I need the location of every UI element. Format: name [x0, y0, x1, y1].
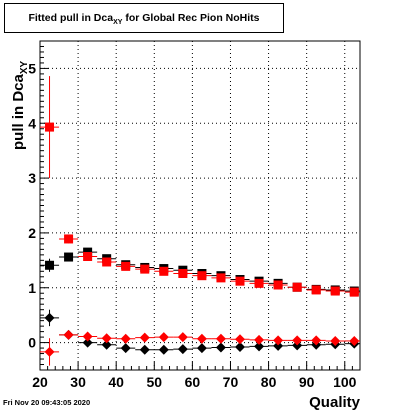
- data-point-diamond: [235, 341, 245, 352]
- data-point-square: [159, 266, 169, 276]
- x-tick-label: 70: [223, 374, 239, 390]
- title-subscript: XY: [113, 19, 123, 27]
- data-point-square: [216, 273, 226, 283]
- data-point-square: [235, 276, 245, 286]
- data-point-square: [121, 261, 131, 271]
- title-main: Fitted pull in Dca: [28, 12, 114, 24]
- data-point-diamond: [44, 346, 55, 357]
- grid-layer: [39, 41, 360, 370]
- data-point-square: [311, 285, 321, 295]
- data-point-diamond: [292, 335, 303, 346]
- timestamp: Fri Nov 20 09:43:05 2020: [3, 398, 91, 407]
- x-tick-label: 60: [185, 374, 201, 390]
- data-point-square: [273, 280, 283, 290]
- x-tick-label: 30: [70, 374, 86, 390]
- data-point-diamond: [44, 312, 55, 323]
- data-point-diamond: [63, 329, 74, 340]
- chart-title: Fitted pull in DcaXY for Global Rec Pion…: [5, 12, 283, 26]
- data-point-diamond: [139, 332, 150, 343]
- data-point-diamond: [120, 333, 131, 344]
- data-point-diamond: [196, 343, 207, 354]
- series-4: [40, 329, 360, 366]
- data-point-diamond: [101, 339, 112, 350]
- data-point-diamond: [196, 333, 207, 344]
- y-tick-label: 2: [28, 225, 36, 241]
- title-box: Fitted pull in DcaXY for Global Rec Pion…: [4, 3, 284, 33]
- data-point-diamond: [215, 333, 226, 344]
- x-tick-label: 50: [146, 374, 162, 390]
- data-point-square: [102, 257, 112, 267]
- data-point-square: [330, 286, 340, 296]
- y-tick-label: 5: [28, 60, 36, 76]
- data-point-square: [45, 260, 55, 270]
- data-point-diamond: [273, 335, 284, 346]
- data-point-square: [140, 264, 150, 274]
- y-axis-label-subscript: XY: [19, 60, 30, 75]
- data-point-square: [45, 122, 55, 132]
- data-point-diamond: [82, 331, 93, 342]
- x-tick-label: 90: [299, 374, 315, 390]
- data-point-square: [64, 252, 74, 262]
- data-point-diamond: [139, 344, 150, 355]
- data-point-square: [254, 278, 264, 288]
- data-point-square: [64, 234, 74, 244]
- plot-frame: [39, 40, 361, 371]
- x-tick-label: 80: [261, 374, 277, 390]
- y-axis-label: pull in DcaXY: [10, 61, 30, 150]
- data-layer: [40, 76, 360, 366]
- y-tick-label: 3: [28, 170, 36, 186]
- data-point-diamond: [158, 344, 169, 355]
- data-point-diamond: [120, 343, 131, 354]
- data-point-square: [178, 268, 188, 278]
- x-tick-label: 40: [108, 374, 124, 390]
- y-tick-label: 1: [28, 280, 36, 296]
- data-point-diamond: [101, 333, 112, 344]
- x-tick-label: 100: [333, 374, 357, 390]
- data-point-diamond: [82, 337, 93, 348]
- x-axis-label: Quality: [309, 394, 360, 411]
- data-point-diamond: [158, 332, 169, 343]
- data-point-diamond: [311, 335, 322, 346]
- data-point-square: [292, 282, 302, 292]
- data-point-diamond: [177, 332, 188, 343]
- data-point-diamond: [254, 341, 265, 352]
- data-point-diamond: [349, 335, 360, 346]
- data-point-square: [349, 287, 359, 297]
- data-point-diamond: [273, 340, 284, 351]
- series-2: [40, 76, 360, 297]
- y-tick-label: 4: [28, 115, 36, 131]
- data-point-diamond: [254, 334, 265, 345]
- y-tick-label: 0: [28, 335, 36, 351]
- title-rest: for Global Rec Pion NoHits: [122, 12, 260, 24]
- x-tick-label: 20: [32, 374, 48, 390]
- data-point-diamond: [235, 334, 245, 345]
- data-point-square: [83, 251, 93, 261]
- y-axis-label-main: pull in Dca: [10, 74, 27, 150]
- data-point-diamond: [330, 335, 341, 346]
- tick-layer: 20 30 40 50 60 70 80 90 100 0 1 2 3 4 5: [28, 40, 361, 390]
- data-point-diamond: [177, 344, 188, 355]
- data-point-diamond: [215, 342, 226, 353]
- data-point-square: [197, 271, 207, 281]
